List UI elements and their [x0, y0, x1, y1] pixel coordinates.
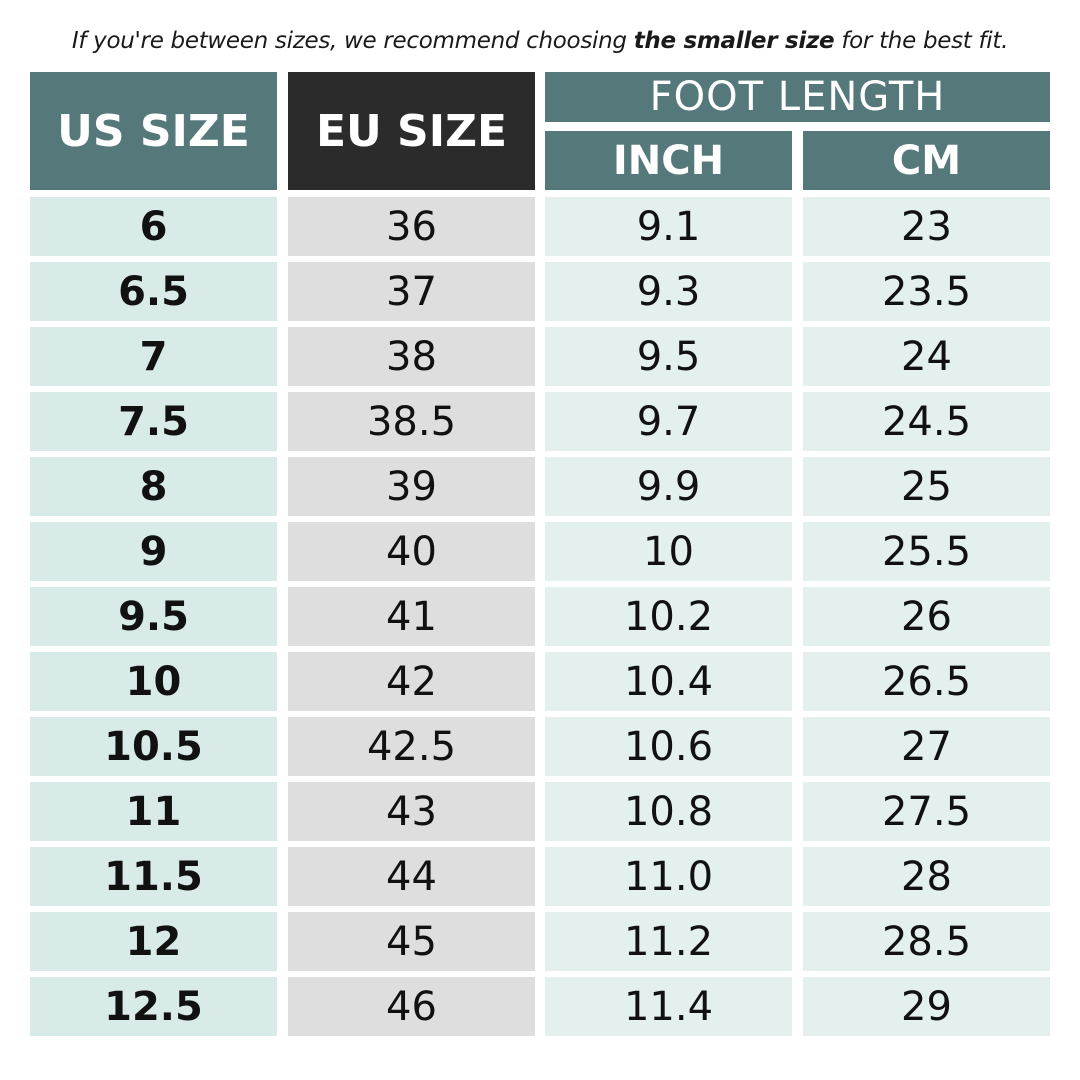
us-size-cell: 12.5 [30, 977, 277, 1036]
foot-length-header: FOOT LENGTH [545, 72, 1050, 122]
note-emphasis: the smaller size [633, 28, 835, 54]
us-size-cell: 10.5 [30, 717, 277, 776]
inch-cell: 10 [545, 522, 792, 581]
inch-header: INCH [545, 131, 792, 190]
note-text-before: If you're between sizes, we recommend ch… [71, 28, 634, 54]
inch-cell: 9.9 [545, 457, 792, 516]
cm-cell: 28 [803, 847, 1050, 906]
cm-cell: 26 [803, 587, 1050, 646]
note-text-after: for the best fit. [834, 28, 1009, 54]
eu-size-header: EU SIZE [288, 72, 535, 190]
eu-size-cell: 40 [288, 522, 535, 581]
cm-cell: 23.5 [803, 262, 1050, 321]
cm-cell: 23 [803, 197, 1050, 256]
inch-cell: 11.2 [545, 912, 792, 971]
cm-cell: 25 [803, 457, 1050, 516]
cm-cell: 24 [803, 327, 1050, 386]
us-size-cell: 12 [30, 912, 277, 971]
us-size-header: US SIZE [30, 72, 277, 190]
us-size-cell: 9 [30, 522, 277, 581]
eu-size-cell: 41 [288, 587, 535, 646]
us-size-cell: 9.5 [30, 587, 277, 646]
inch-cell: 9.3 [545, 262, 792, 321]
us-size-cell: 7 [30, 327, 277, 386]
inch-cell: 9.7 [545, 392, 792, 451]
cm-header: CM [803, 131, 1050, 190]
us-size-cell: 8 [30, 457, 277, 516]
inch-cell: 10.4 [545, 652, 792, 711]
eu-size-cell: 42.5 [288, 717, 535, 776]
sizing-note: If you're between sizes, we recommend ch… [0, 28, 1080, 62]
eu-size-cell: 36 [288, 197, 535, 256]
eu-size-cell: 45 [288, 912, 535, 971]
eu-size-cell: 39 [288, 457, 535, 516]
eu-size-cell: 42 [288, 652, 535, 711]
inch-cell: 10.8 [545, 782, 792, 841]
cm-cell: 27.5 [803, 782, 1050, 841]
eu-size-cell: 38 [288, 327, 535, 386]
inch-cell: 10.2 [545, 587, 792, 646]
eu-size-cell: 43 [288, 782, 535, 841]
eu-size-cell: 44 [288, 847, 535, 906]
cm-cell: 27 [803, 717, 1050, 776]
eu-size-cell: 38.5 [288, 392, 535, 451]
us-size-cell: 11.5 [30, 847, 277, 906]
eu-size-cell: 37 [288, 262, 535, 321]
inch-cell: 9.1 [545, 197, 792, 256]
cm-cell: 29 [803, 977, 1050, 1036]
inch-cell: 11.0 [545, 847, 792, 906]
us-size-cell: 7.5 [30, 392, 277, 451]
cm-cell: 24.5 [803, 392, 1050, 451]
inch-cell: 9.5 [545, 327, 792, 386]
us-size-cell: 6 [30, 197, 277, 256]
us-size-cell: 6.5 [30, 262, 277, 321]
us-size-cell: 11 [30, 782, 277, 841]
inch-cell: 10.6 [545, 717, 792, 776]
cm-cell: 26.5 [803, 652, 1050, 711]
us-size-cell: 10 [30, 652, 277, 711]
inch-cell: 11.4 [545, 977, 792, 1036]
cm-cell: 28.5 [803, 912, 1050, 971]
cm-cell: 25.5 [803, 522, 1050, 581]
eu-size-cell: 46 [288, 977, 535, 1036]
